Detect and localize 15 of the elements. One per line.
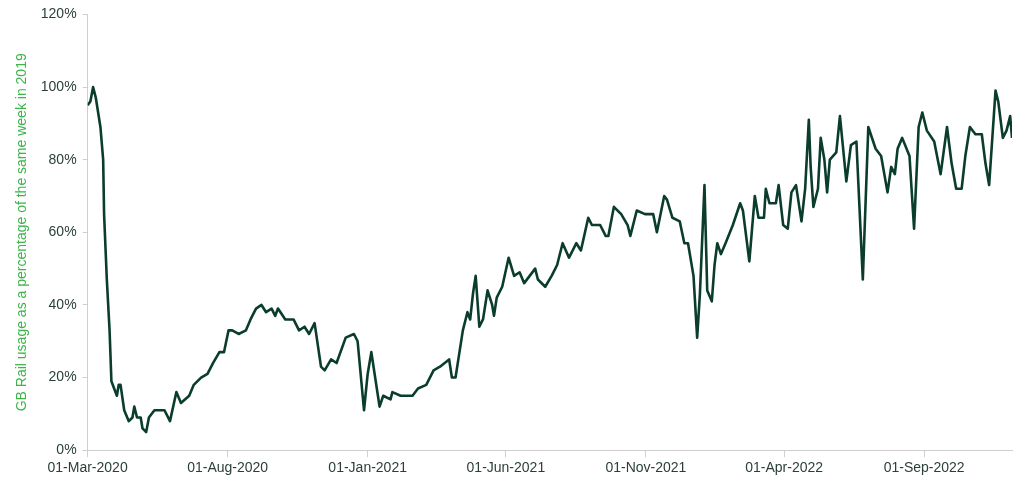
x-tick-label: 01-Apr-2022 (745, 459, 824, 476)
y-tick-label: 20% (48, 368, 77, 385)
y-tick-label: 0% (56, 441, 77, 458)
x-tick-label: 01-Aug-2020 (187, 459, 269, 476)
y-tick-label: 120% (40, 5, 77, 22)
x-tick-label: 01-Mar-2020 (47, 459, 128, 476)
y-axis-title: GB Rail usage as a percentage of the same week in 2019 (13, 53, 30, 412)
y-tick-label: 80% (48, 150, 77, 167)
y-tick-label: 60% (48, 223, 77, 240)
y-tick-label: 40% (48, 295, 77, 312)
x-tick-label: 01-Nov-2021 (605, 459, 687, 476)
y-tick-label: 100% (40, 77, 77, 94)
x-tick-label: 01-Jan-2021 (328, 459, 408, 476)
x-tick-label: 01-Jun-2021 (466, 459, 546, 476)
x-tick-label: 01-Sep-2022 (883, 459, 965, 476)
